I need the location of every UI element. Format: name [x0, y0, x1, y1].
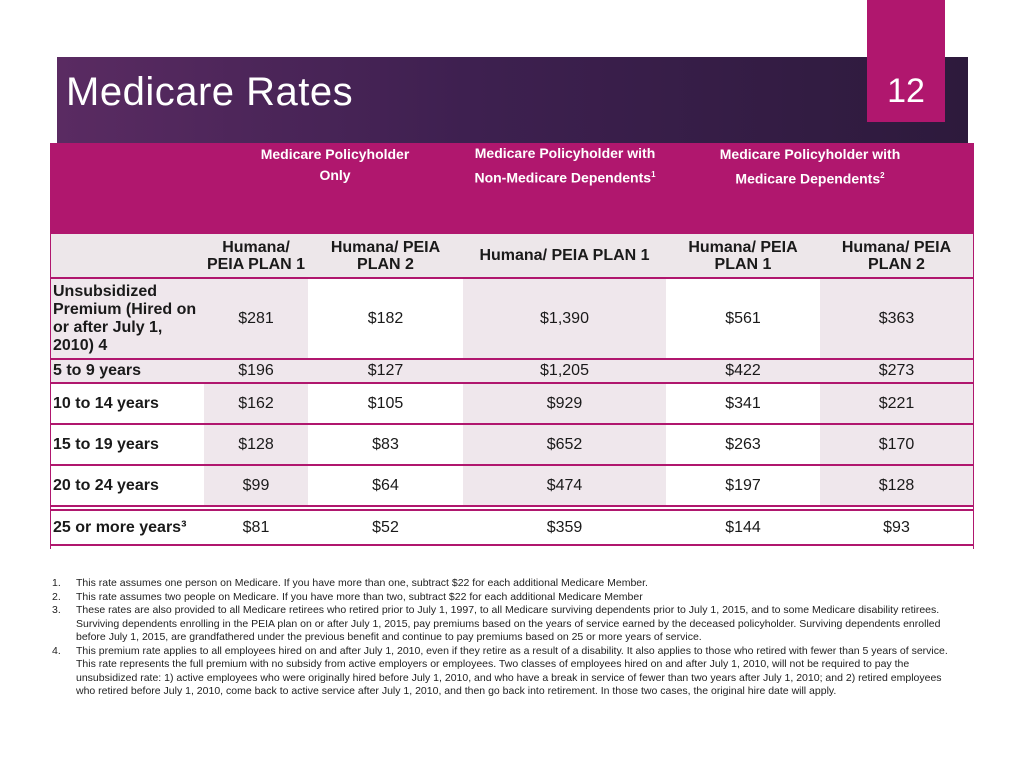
footnote: 4. This premium rate applies to all empl… — [52, 645, 962, 699]
rate-cell: $263 — [666, 424, 820, 466]
rate-cell: $1,390 — [463, 278, 666, 360]
rate-cell: $197 — [666, 465, 820, 507]
footnote-ref: 2 — [880, 171, 885, 180]
table-row: 15 to 19 years $128 $83 $652 $263 $170 — [50, 424, 973, 466]
slide-title: Medicare Rates — [66, 70, 354, 114]
group-header-policyholder-only: Medicare Policyholder Only — [250, 144, 420, 186]
rate-cell: $64 — [308, 465, 463, 507]
row-label: 5 to 9 years — [50, 359, 204, 384]
plan-header: Humana/ PEIA PLAN 1 — [666, 234, 820, 279]
rate-cell: $81 — [204, 510, 308, 546]
row-separator — [50, 506, 973, 511]
rate-cell: $281 — [204, 278, 308, 360]
rate-cell: $474 — [463, 465, 666, 507]
footnote: 1. This rate assumes one person on Medic… — [52, 577, 962, 591]
table-row: Unsubsidized Premium (Hired on or after … — [50, 278, 973, 360]
plan-header: Humana/ PEIA PLAN 1 — [204, 234, 308, 279]
rate-cell: $363 — [820, 278, 973, 360]
plan-header-empty — [50, 234, 204, 279]
rate-cell: $929 — [463, 383, 666, 425]
footnote-text: These rates are also provided to all Med… — [76, 604, 941, 643]
group-header-label: Medicare Policyholder with Non-Medicare … — [474, 145, 656, 186]
footnote: 3. These rates are also provided to all … — [52, 604, 962, 645]
rate-cell: $422 — [666, 359, 820, 384]
row-label: 15 to 19 years — [50, 424, 204, 466]
footnote-number: 1. — [52, 577, 61, 589]
table-row: 25 or more years³ $81 $52 $359 $144 $93 — [50, 510, 973, 546]
rate-cell: $83 — [308, 424, 463, 466]
rate-cell: $182 — [308, 278, 463, 360]
plan-header: Humana/ PEIA PLAN 2 — [820, 234, 973, 279]
rates-table: Humana/ PEIA PLAN 1 Humana/ PEIA PLAN 2 … — [50, 234, 973, 546]
footnote-text: This premium rate applies to all employe… — [76, 644, 948, 698]
title-banner — [57, 57, 968, 145]
table-row: 10 to 14 years $162 $105 $929 $341 $221 — [50, 383, 973, 425]
footnote-number: 3. — [52, 604, 61, 616]
row-label: Unsubsidized Premium (Hired on or after … — [50, 278, 204, 360]
plan-header-row: Humana/ PEIA PLAN 1 Humana/ PEIA PLAN 2 … — [50, 234, 973, 279]
group-header-label: Medicare Policyholder with Medicare Depe… — [719, 146, 901, 187]
rate-cell: $127 — [308, 359, 463, 384]
table-row: 20 to 24 years $99 $64 $474 $197 $128 — [50, 465, 973, 507]
rate-cell: $128 — [204, 424, 308, 466]
rate-cell: $359 — [463, 510, 666, 546]
slide-number: 12 — [887, 72, 925, 110]
rate-cell: $652 — [463, 424, 666, 466]
rate-cell: $341 — [666, 383, 820, 425]
footnote-number: 4. — [52, 644, 61, 657]
rate-cell: $1,205 — [463, 359, 666, 384]
rate-cell: $93 — [820, 510, 973, 546]
footnotes: 1. This rate assumes one person on Medic… — [52, 577, 962, 699]
table-row: 5 to 9 years $196 $127 $1,205 $422 $273 — [50, 359, 973, 384]
group-header-non-medicare-dependents: Medicare Policyholder with Non-Medicare … — [470, 143, 660, 189]
rate-cell: $561 — [666, 278, 820, 360]
footnote-text: This rate assumes one person on Medicare… — [76, 577, 648, 589]
plan-header: Humana/ PEIA PLAN 2 — [308, 234, 463, 279]
rate-cell: $196 — [204, 359, 308, 384]
rate-cell: $128 — [820, 465, 973, 507]
rate-cell: $52 — [308, 510, 463, 546]
row-label: 25 or more years³ — [50, 510, 204, 546]
plan-header: Humana/ PEIA PLAN 1 — [463, 234, 666, 279]
slide-number-tab — [867, 0, 945, 122]
footnote-ref: 1 — [651, 170, 656, 179]
rate-cell: $144 — [666, 510, 820, 546]
row-label: 10 to 14 years — [50, 383, 204, 425]
footnote-text: This rate assumes two people on Medicare… — [76, 590, 643, 603]
footnote-number: 2. — [52, 590, 61, 603]
row-label: 20 to 24 years — [50, 465, 204, 507]
group-header-medicare-dependents: Medicare Policyholder with Medicare Depe… — [700, 144, 920, 190]
rate-cell: $170 — [820, 424, 973, 466]
rate-cell: $105 — [308, 383, 463, 425]
group-header-label: Medicare Policyholder Only — [260, 146, 410, 183]
rate-cell: $273 — [820, 359, 973, 384]
rate-cell: $162 — [204, 383, 308, 425]
rate-cell: $99 — [204, 465, 308, 507]
rate-cell: $221 — [820, 383, 973, 425]
footnote: 2. This rate assumes two people on Medic… — [52, 591, 962, 605]
